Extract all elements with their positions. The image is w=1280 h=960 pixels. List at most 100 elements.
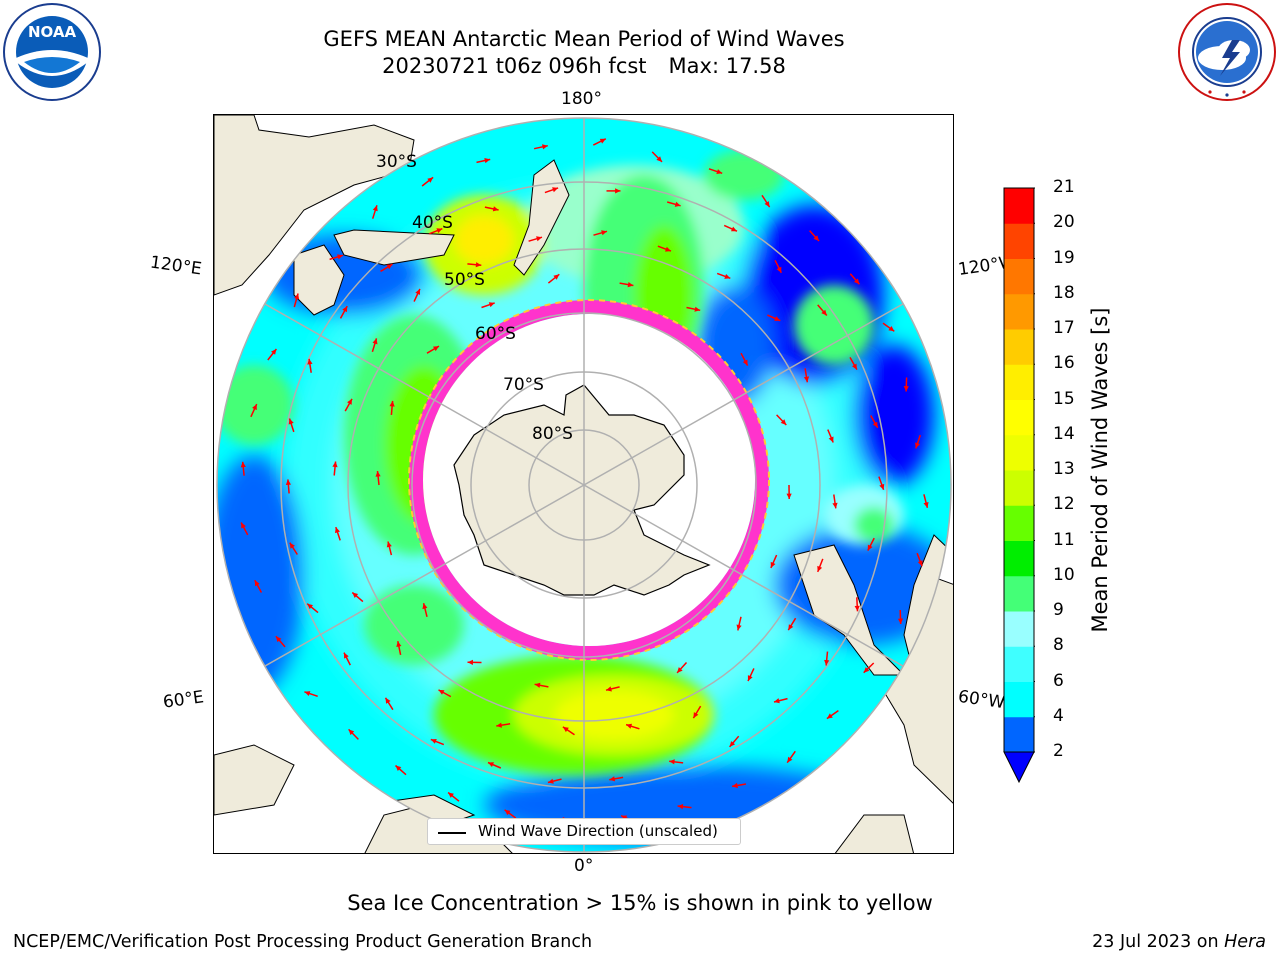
wave-arrow-head xyxy=(433,346,439,352)
colorbar-tick-label: 13 xyxy=(1053,459,1075,479)
colorbar-segment xyxy=(1004,434,1034,471)
colorbar-segment xyxy=(1004,223,1034,259)
colorbar-tick-label: 9 xyxy=(1053,600,1064,620)
colorbar-tick-label: 16 xyxy=(1053,353,1075,374)
colorbar-tick-label: 19 xyxy=(1053,247,1075,268)
wave-arrow-head xyxy=(764,201,770,208)
wave-arrow-head xyxy=(294,293,300,300)
wave-arrow-head xyxy=(917,560,923,567)
wave-arrow-head xyxy=(824,659,830,666)
legend-label: Wind Wave Direction (unscaled) xyxy=(478,822,718,840)
colorbar-tick-label: 11 xyxy=(1053,529,1075,550)
wave-arrow-head xyxy=(275,636,282,643)
colorbar-label: Mean Period of Wind Waves [s] xyxy=(1088,307,1112,633)
colorbar-tick-label: 20 xyxy=(1053,212,1075,233)
lat-label-60s: 60°S xyxy=(475,324,516,344)
wave-arrow-head xyxy=(536,236,542,242)
wave-arrow-head xyxy=(693,712,699,719)
wave-arrow-head xyxy=(786,493,792,499)
legend-line xyxy=(438,832,466,834)
colorbar-segment xyxy=(1004,258,1034,295)
wave-arrow-head xyxy=(389,400,395,407)
wave-arrow-head xyxy=(729,741,736,747)
colorbar-segment xyxy=(1004,611,1034,647)
wave-arrow-head xyxy=(776,266,782,273)
map-svg xyxy=(214,115,953,853)
colorbar-tick-label: 6 xyxy=(1053,670,1064,691)
wave-arrow-head xyxy=(307,603,313,610)
wave-arrow-head xyxy=(915,442,920,449)
wave-arrow-head xyxy=(677,804,684,810)
wave-arrow-head xyxy=(492,206,499,212)
colorbar-segment xyxy=(1004,540,1034,577)
wave-arrow-head xyxy=(547,778,554,784)
wave-arrow-head xyxy=(736,624,742,631)
colorbar-tick-label: 12 xyxy=(1053,494,1075,515)
wave-arrow-head xyxy=(304,691,311,696)
wave-arrow-head xyxy=(828,436,834,443)
wave-arrow-head xyxy=(467,659,473,665)
wave-arrow-head xyxy=(621,815,628,821)
wave-arrow-head xyxy=(375,471,381,477)
lat-label-40s: 40°S xyxy=(412,213,453,233)
wave-arrow-head xyxy=(385,697,391,704)
wave-arrow-head xyxy=(615,188,621,194)
wave-arrow-head xyxy=(903,386,909,392)
footer-host: Hera xyxy=(1224,932,1266,952)
wave-arrow-head xyxy=(396,641,402,647)
wave-arrow-head xyxy=(674,201,681,207)
wave-arrow-head xyxy=(854,605,860,612)
wave-arrow-head xyxy=(332,461,338,468)
wave-arrow-head xyxy=(241,522,246,529)
wave-arrow-head xyxy=(853,278,860,285)
wave-arrow-head xyxy=(484,158,491,164)
sea-ice-caption: Sea Ice Concentration > 15% is shown in … xyxy=(347,891,933,915)
wave-arrow-head xyxy=(770,561,776,568)
colorbar-under-extension xyxy=(1003,751,1035,783)
wave-arrow-head xyxy=(415,288,420,295)
wave-arrow-head xyxy=(665,246,671,252)
lon-label-120e: 120°E xyxy=(148,252,203,280)
wave-arrow-head xyxy=(803,376,810,383)
footer-date-text: 23 Jul 2023 on xyxy=(1092,932,1219,952)
nws-logo xyxy=(1178,3,1276,101)
colorbar-tick-label: 2 xyxy=(1053,741,1064,761)
wave-arrow-head xyxy=(553,274,560,280)
max-value: Max: 17.58 xyxy=(668,54,786,78)
lon-label-60e: 60°E xyxy=(161,687,206,713)
lat-label-70s: 70°S xyxy=(503,375,544,395)
wave-arrow-head xyxy=(669,759,675,765)
map-panel xyxy=(213,114,954,854)
lat-label-80s: 80°S xyxy=(532,424,573,444)
wave-arrow-head xyxy=(436,228,443,234)
wave-arrow-head xyxy=(897,618,904,624)
wave-arrow-head xyxy=(504,809,511,816)
wave-arrow-head xyxy=(288,418,294,425)
wave-arrow-head xyxy=(542,144,548,150)
wave-arrow-head xyxy=(742,359,748,366)
colorbar-segment xyxy=(1004,646,1034,682)
colorbar-tick-label: 14 xyxy=(1053,423,1075,444)
map-legend: Wind Wave Direction (unscaled) xyxy=(427,818,741,845)
colorbar-segment xyxy=(1004,505,1034,541)
colorbar-tick-label: 8 xyxy=(1053,635,1064,656)
wind-wave-arrows xyxy=(240,138,929,826)
colorbar-segment xyxy=(1004,364,1034,400)
colorbar xyxy=(1003,187,1035,783)
lat-label-30s: 30°S xyxy=(376,152,417,172)
wave-arrow-head xyxy=(923,502,929,508)
wave-arrow-head xyxy=(724,274,731,279)
colorbar-segment xyxy=(1004,329,1034,365)
wave-arrow-head xyxy=(448,792,454,798)
wave-arrow-head xyxy=(872,421,878,428)
noaa-logo: NOAA xyxy=(3,3,101,101)
lon-label-0: 0° xyxy=(574,856,594,876)
wave-arrow-head xyxy=(817,565,823,572)
colorbar-segment xyxy=(1004,716,1034,753)
wave-arrow-head xyxy=(496,722,502,728)
wave-arrow-head xyxy=(626,723,632,729)
colorbar-tick-label: 18 xyxy=(1053,282,1075,303)
footer-credit: NCEP/EMC/Verification Post Processing Pr… xyxy=(13,932,593,952)
wave-period-field xyxy=(217,118,951,852)
wave-arrow-head xyxy=(552,187,559,193)
